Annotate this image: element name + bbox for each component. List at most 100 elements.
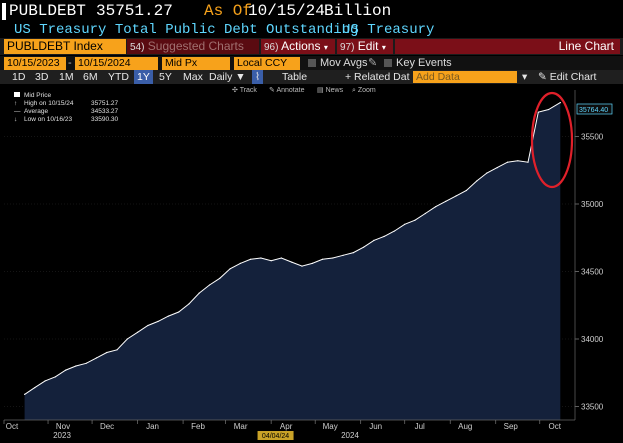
data-point (178, 311, 180, 313)
actions-dropdown-icon: ▾ (323, 43, 328, 52)
add-data-input[interactable]: Add Data (413, 71, 517, 83)
last-value-box (576, 103, 613, 115)
x-tick-label: Feb (191, 422, 205, 431)
period-1y[interactable]: 1Y (134, 70, 153, 84)
x-tick-label: Oct (6, 422, 19, 431)
frequency-select[interactable]: Daily ▼ (209, 71, 246, 83)
data-point (260, 257, 262, 259)
suggested-charts-button[interactable]: 54) Suggested Charts (127, 39, 259, 54)
y-tick-label: 34500 (581, 268, 604, 277)
start-date-text: 10/15/2023 (7, 57, 60, 69)
suggested-charts-label: Suggested Charts (147, 39, 244, 53)
y-tick-label: 33500 (581, 403, 604, 412)
crosshair-date-box (257, 431, 294, 440)
period-6m[interactable]: 6M (83, 71, 98, 83)
y-axis: 33500 34000 34500 35000 35500 (574, 90, 604, 420)
x-tick-label: May (323, 422, 338, 431)
legend-box (8, 88, 128, 128)
mov-avgs-checkbox[interactable] (308, 59, 316, 67)
actions-button[interactable]: 96) Actions ▾ (261, 39, 335, 54)
last-value-text: 35764.40 (579, 107, 608, 114)
data-point (414, 219, 416, 221)
data-point (85, 362, 87, 364)
legend-high-value: 35751.27 (91, 100, 118, 107)
pencil-icon[interactable]: ✎ (368, 57, 378, 69)
data-point (167, 315, 169, 317)
toolbar: PUBLDEBT Index 54) Suggested Charts 96) … (0, 38, 623, 55)
period-max[interactable]: Max (183, 71, 203, 83)
crosshair-date-label: 04/04/24 (262, 433, 289, 440)
data-point (54, 376, 57, 378)
legend-average-marker: — (14, 108, 21, 115)
data-point (404, 223, 406, 225)
data-point (34, 387, 36, 389)
price-field-select[interactable]: Mid Px (162, 57, 230, 70)
as-of-date: 10/15/24 (248, 2, 325, 20)
data-point (311, 262, 313, 264)
end-date-input[interactable]: 10/15/2024 (75, 57, 158, 70)
data-point (301, 265, 303, 267)
highlight-circle (530, 91, 574, 189)
period-1m[interactable]: 1M (59, 71, 74, 83)
period-1d[interactable]: 1D (12, 71, 26, 83)
last-value-tag: 35764.40 (576, 103, 613, 115)
data-point (219, 277, 221, 279)
key-events-checkbox[interactable] (384, 59, 392, 67)
last-price: 35751.27 (96, 2, 173, 20)
data-point (75, 365, 77, 367)
suggested-charts-num: 54) (130, 42, 145, 53)
edit-button[interactable]: 97) Edit ▾ (337, 39, 393, 54)
period-ytd[interactable]: YTD (108, 71, 129, 83)
add-data-dropdown-icon[interactable]: ▾ (522, 71, 528, 83)
options-bar: 10/15/2023 - 10/15/2024 Mid Px Local CCY… (0, 56, 623, 71)
date-separator: - (68, 57, 72, 69)
table-button[interactable]: Table (282, 71, 308, 83)
x-tick-label: Sep (504, 422, 519, 431)
start-date-input[interactable]: 10/15/2023 (4, 57, 66, 70)
cursor-block (2, 3, 6, 20)
edit-chart-button[interactable]: ✎ Edit Chart (538, 71, 597, 83)
year-label-2024: 2024 (341, 431, 359, 440)
title-bar: PUBLDEBT 35751.27 As Of 10/15/24 Billion (0, 0, 623, 23)
annotate-tool[interactable]: ✎ Annotate (269, 87, 305, 94)
data-point (445, 200, 447, 202)
chart-tools: ✣ Track ✎ Annotate ▤ News ⌕ Zoom (232, 86, 376, 94)
legend-average-value: 34533.27 (91, 108, 118, 115)
data-point (435, 206, 437, 208)
data-point (270, 260, 272, 262)
track-tool[interactable]: ✣ Track (232, 86, 257, 94)
data-point (116, 349, 118, 351)
data-point (548, 108, 550, 111)
x-axis: Oct Nov Dec Jan Feb Mar Apr May Jun Jul Aug Sep Oct 2… (3, 419, 575, 440)
legend-high-marker: ↑ (14, 100, 17, 107)
security-field[interactable]: PUBLDEBT Index (4, 39, 126, 54)
x-tick-label: Jan (146, 422, 159, 431)
data-point (476, 180, 478, 182)
legend-series-label: Mid Price (24, 92, 51, 99)
data-point (137, 331, 139, 333)
line-chart-icon[interactable]: ⌇ (252, 70, 264, 84)
y-tick-label: 34000 (581, 335, 604, 344)
data-point (208, 284, 211, 286)
data-point (363, 246, 365, 248)
legend-swatch (14, 92, 20, 97)
x-tick-label: Dec (100, 422, 114, 431)
data-point (280, 257, 282, 259)
related-data-button[interactable]: + Related Dat (345, 71, 410, 83)
end-date-text: 10/15/2024 (78, 57, 131, 69)
zoom-tool[interactable]: ⌕ Zoom (352, 87, 376, 94)
x-tick-label: Apr (280, 422, 293, 431)
x-tick-label: Mar (234, 422, 248, 431)
currency-select[interactable]: Local CCY (234, 57, 300, 70)
legend-average-label: Average (24, 108, 48, 115)
period-3d[interactable]: 3D (35, 71, 49, 83)
legend-low-marker: ↓ (14, 116, 17, 123)
period-5y[interactable]: 5Y (159, 71, 172, 83)
ticker: PUBLDEBT (9, 2, 86, 20)
line-chart[interactable]: 33500 34000 34500 35000 35500 Oct Nov Dec Jan Fe… (0, 84, 623, 443)
data-point (465, 189, 467, 192)
legend-low-label: Low on 10/16/23 (24, 116, 72, 123)
data-point (496, 167, 498, 169)
news-tool[interactable]: ▤ News (317, 87, 344, 94)
key-events-label: Key Events (396, 57, 452, 69)
